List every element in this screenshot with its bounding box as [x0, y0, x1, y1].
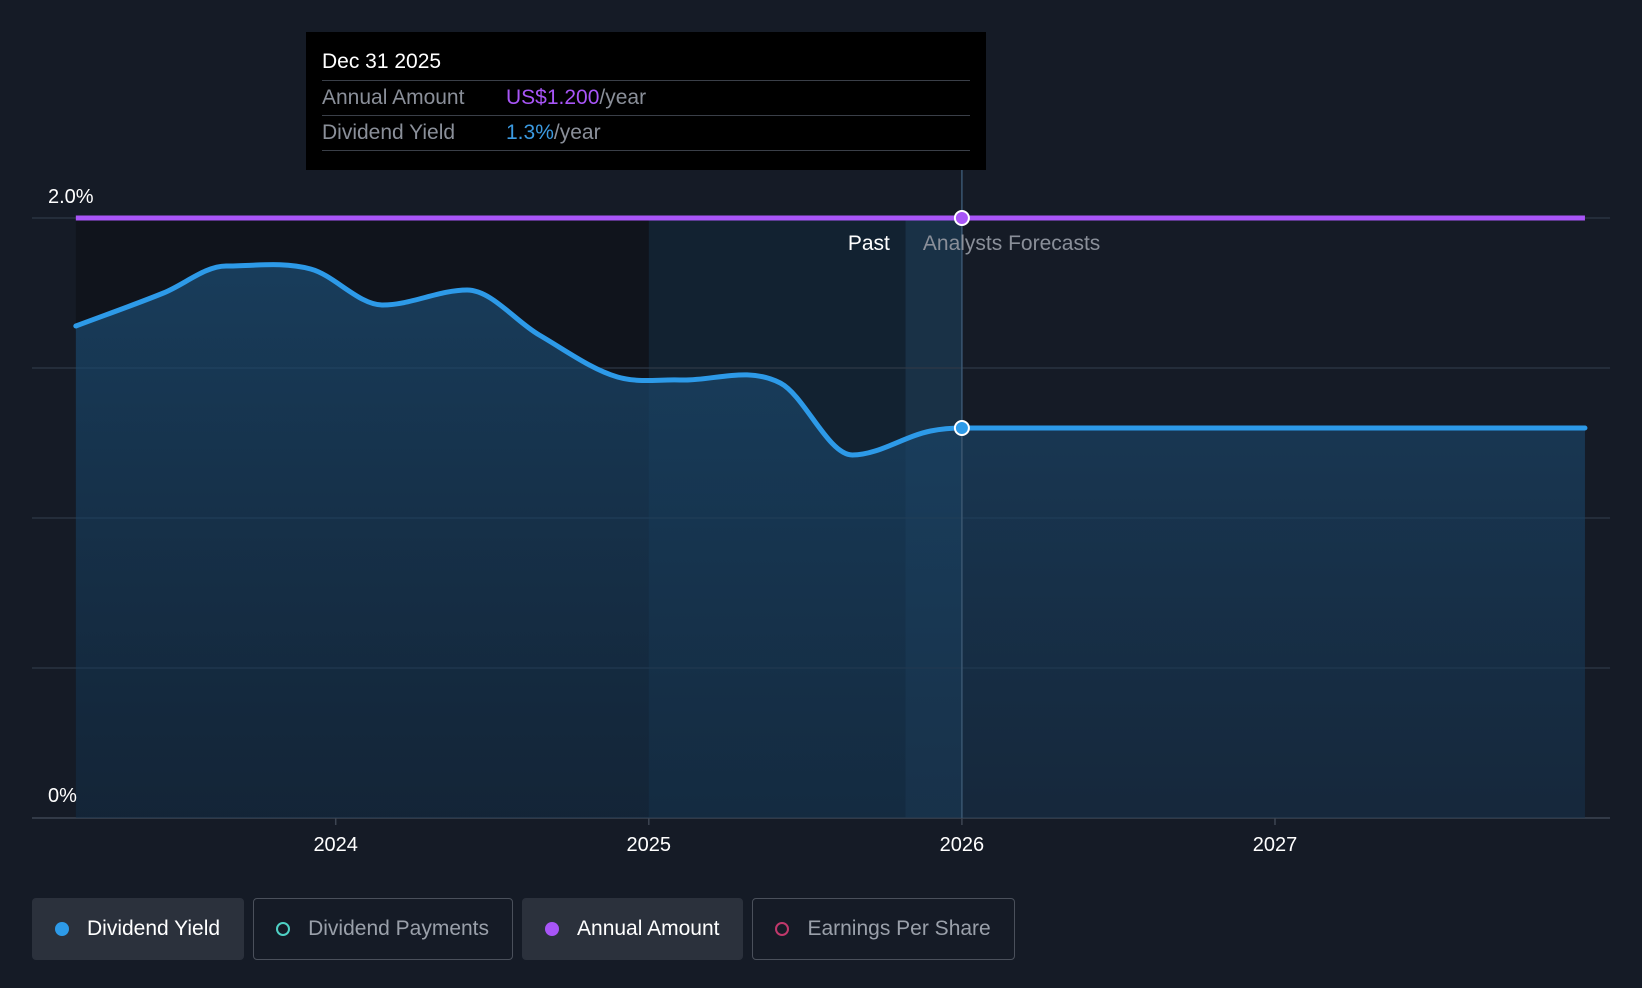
dividend-payments-dot-icon [276, 922, 291, 936]
tooltip-date: Dec 31 2025 [322, 50, 442, 73]
y-tick-label-2.0%: 2.0% [48, 186, 94, 208]
x-tick-label-2025: 2025 [627, 834, 672, 856]
legend-item-annual-amount[interactable]: Annual Amount [522, 898, 744, 960]
annual-amount-dot-icon [545, 922, 560, 936]
tooltip-label-annual-amount: Annual Amount [322, 86, 465, 109]
legend-label-dividend-yield: Dividend Yield [87, 917, 221, 940]
tooltip-value-dividend-yield: 1.3% [506, 121, 554, 144]
x-tick-label-2026: 2026 [940, 834, 985, 856]
earnings-per-share-dot-icon [775, 922, 790, 936]
tooltip-suffix-annual-amount: /year [599, 86, 647, 109]
legend: Dividend Yield Dividend Payments Annual … [32, 898, 1015, 960]
tooltip-row-annual-amount: Annual Amount US$1.200 /year [322, 80, 970, 115]
tooltip: Dec 31 2025 Annual Amount US$1.200 /year… [306, 32, 986, 170]
dividend-yield-line [73, 262, 1588, 458]
tooltip-value-annual-amount: US$1.200 [506, 86, 600, 109]
x-tick-label-2024: 2024 [313, 834, 358, 856]
tooltip-suffix-dividend-yield: /year [553, 121, 601, 144]
legend-label-annual-amount: Annual Amount [577, 917, 720, 940]
legend-item-dividend-payments[interactable]: Dividend Payments [253, 898, 514, 960]
x-tick-label-2027: 2027 [1253, 834, 1298, 856]
dividend-yield-hover-marker [953, 420, 970, 436]
legend-item-earnings-per-share[interactable]: Earnings Per Share [752, 898, 1015, 960]
y-tick-label-0%: 0% [48, 785, 77, 807]
legend-item-dividend-yield[interactable]: Dividend Yield [32, 898, 245, 960]
legend-label-earnings-per-share: Earnings Per Share [807, 917, 991, 940]
legend-label-dividend-payments: Dividend Payments [308, 917, 490, 940]
analysts-forecasts-label: Analysts Forecasts [923, 232, 1100, 255]
dividend-yield-dot-icon [55, 922, 69, 936]
past-label: Past [848, 232, 890, 255]
dividend-yield-area [75, 264, 1585, 818]
annual-amount-hover-marker [953, 210, 970, 226]
tooltip-row-dividend-yield: Dividend Yield 1.3% /year [322, 115, 970, 151]
tooltip-label-dividend-yield: Dividend Yield [322, 121, 456, 144]
